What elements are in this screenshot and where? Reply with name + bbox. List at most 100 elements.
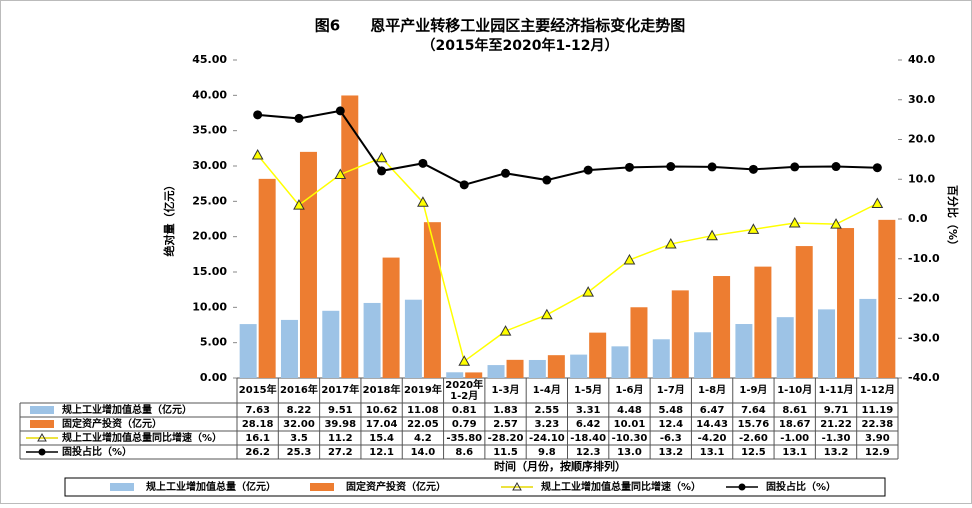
table-cell: 17.04 xyxy=(366,419,398,430)
table-cell: 13.0 xyxy=(617,447,642,458)
marker xyxy=(375,151,388,163)
bar xyxy=(735,324,753,378)
x-tick-label: 2017年 xyxy=(321,385,360,396)
table-cell: 10.62 xyxy=(366,405,398,416)
bar xyxy=(837,228,855,378)
marker xyxy=(293,199,305,210)
bar xyxy=(547,355,565,378)
table-cell: 6.42 xyxy=(576,419,601,430)
bar xyxy=(671,290,689,378)
x-tick-label: 1-6月 xyxy=(615,385,644,396)
marker xyxy=(707,162,717,172)
bar xyxy=(795,246,813,378)
bar xyxy=(630,307,648,378)
table-cell: 15.76 xyxy=(738,419,770,430)
y2-tick-label: 10.0 xyxy=(908,172,935,185)
table-cell: 14.0 xyxy=(411,447,436,458)
x-tick-label: 1-4月 xyxy=(532,385,561,396)
table-cell: -10.30 xyxy=(612,433,648,444)
table-row-label: 规上工业增加值总量（亿元） xyxy=(62,403,192,416)
marker xyxy=(790,162,800,172)
x-tick-label: 1-7月 xyxy=(656,385,685,396)
table-cell: -4.20 xyxy=(698,433,727,444)
marker xyxy=(334,168,347,179)
table-cell: 9.71 xyxy=(824,405,849,416)
table-cell: 12.3 xyxy=(576,447,601,458)
table-cell: 11.08 xyxy=(407,405,439,416)
table-cell: 12.4 xyxy=(658,419,683,430)
table-cell: -35.80 xyxy=(446,433,482,444)
legend-box xyxy=(64,477,886,497)
y-tick-label: 35.00 xyxy=(192,124,227,137)
bar xyxy=(506,359,524,378)
y-tick-label: 10.00 xyxy=(192,300,227,313)
table-cell: -1.00 xyxy=(780,433,809,444)
category-cell: 1-5月 xyxy=(574,385,603,396)
y-tick-label: 40.00 xyxy=(192,88,227,101)
legend-marker xyxy=(738,483,746,491)
table-cell: -1.30 xyxy=(822,433,851,444)
bar xyxy=(446,372,464,378)
category-cell: 1-3月 xyxy=(491,385,519,396)
category-cell: 1-9月 xyxy=(739,385,768,396)
legend-swatch xyxy=(110,483,134,491)
marker xyxy=(418,158,428,168)
marker xyxy=(664,238,677,249)
table-cell: 16.1 xyxy=(245,433,270,444)
bar xyxy=(776,317,794,378)
bar xyxy=(404,299,422,378)
marker xyxy=(499,325,512,336)
table-row-label: 规上工业增加值总量同比增速（%） xyxy=(62,431,222,444)
table-cell: 3.90 xyxy=(865,433,890,444)
y2-tick-label: -40.0 xyxy=(908,371,940,384)
marker xyxy=(417,196,429,207)
marker xyxy=(582,286,595,297)
x-tick-label: 1-9月 xyxy=(739,385,768,396)
marker xyxy=(540,308,553,320)
marker xyxy=(294,113,304,123)
bar xyxy=(859,298,877,378)
marker xyxy=(747,223,760,234)
table-cell: -24.10 xyxy=(529,433,565,444)
category-cell: 2016年 xyxy=(280,385,318,396)
marker xyxy=(871,197,884,208)
y-tick-label: 30.00 xyxy=(192,159,227,172)
bar xyxy=(652,339,670,378)
marker xyxy=(831,162,841,172)
table-cell: 14.43 xyxy=(696,419,728,430)
table-cell: -18.40 xyxy=(570,433,606,444)
bar xyxy=(487,365,505,378)
legend-marker xyxy=(37,432,47,442)
bar xyxy=(754,266,772,378)
chart-subtitle: （2015年至2020年1-12月） xyxy=(422,37,619,54)
category-cell: 1-8月 xyxy=(698,385,726,396)
table-cell: 13.2 xyxy=(824,447,849,458)
bar xyxy=(878,219,896,378)
marker xyxy=(458,355,471,366)
table-cell: 21.22 xyxy=(820,419,852,430)
y2-tick-label: 30.0 xyxy=(908,93,935,106)
legend-swatch xyxy=(310,483,334,491)
x-tick-label: 1-5月 xyxy=(574,385,603,396)
table-row-label: 固投占比（%） xyxy=(62,445,132,458)
bar xyxy=(713,276,731,378)
category-cell: 2020年 1-2月 xyxy=(445,379,484,402)
category-cell: 2019年 xyxy=(404,385,442,396)
marker xyxy=(335,106,345,116)
table-cell: 8.6 xyxy=(455,447,473,458)
marker xyxy=(830,218,842,229)
x-tick-label: 2020年 1-2月 xyxy=(445,379,484,402)
table-cell: 0.81 xyxy=(452,405,477,416)
table-cell: 8.61 xyxy=(782,405,807,416)
bar xyxy=(239,324,257,378)
marker xyxy=(583,165,593,175)
category-cell: 1-7月 xyxy=(656,385,685,396)
legend-marker xyxy=(512,481,522,491)
bar xyxy=(528,359,546,378)
category-cell: 2015年 xyxy=(239,385,277,396)
table-row-label: 固定资产投资（亿元） xyxy=(62,417,162,430)
bar xyxy=(694,332,712,378)
table-cell: 9.51 xyxy=(328,405,353,416)
y-axis-label: 绝对量（亿元） xyxy=(162,180,176,257)
